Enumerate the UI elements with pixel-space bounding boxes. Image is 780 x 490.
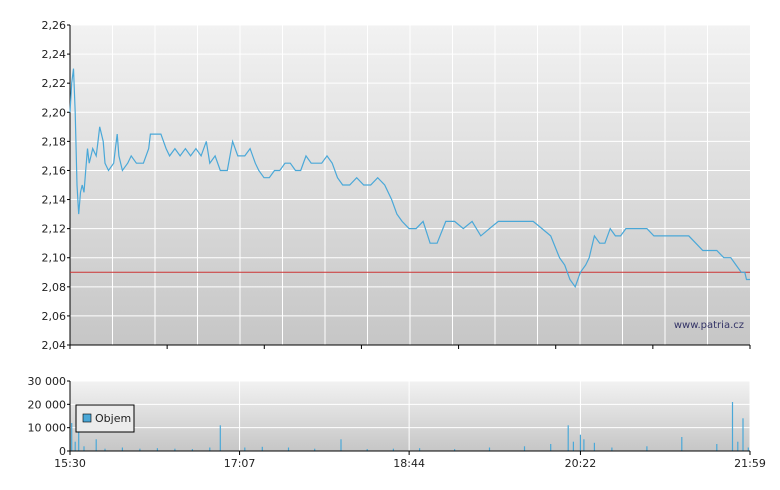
volume-bar: [593, 442, 595, 451]
volume-bar: [567, 425, 569, 451]
price-y-tick-label: 2,08: [42, 281, 67, 294]
volume-bar: [646, 446, 648, 451]
volume-bar: [104, 448, 106, 451]
volume-bar: [572, 441, 574, 451]
legend-swatch: [82, 413, 92, 423]
price-y-tick-label: 2,22: [42, 77, 67, 90]
volume-bar: [121, 447, 123, 451]
volume-bar: [579, 434, 581, 451]
price-y-tick-label: 2,04: [42, 339, 67, 352]
volume-bar: [366, 449, 368, 451]
volume-bar: [287, 447, 290, 451]
price-y-tick-label: 2,14: [42, 194, 67, 207]
volume-bar: [747, 447, 749, 451]
x-tick-label: 21:59: [734, 457, 766, 470]
volume-bar: [550, 444, 552, 451]
volume-bar: [419, 448, 421, 451]
price-y-tick-label: 2,20: [42, 106, 67, 119]
volume-bar: [392, 448, 394, 451]
volume-bar: [244, 447, 246, 451]
volume-plot-background: [70, 381, 750, 451]
x-tick-label: 17:07: [224, 457, 256, 470]
watermark: www.patria.cz: [674, 320, 744, 331]
volume-bar: [583, 439, 585, 451]
price-y-tick-label: 2,26: [42, 19, 67, 32]
volume-bar: [74, 441, 76, 451]
volume-bar: [731, 402, 734, 451]
volume-bar: [742, 418, 744, 451]
volume-bar: [737, 441, 739, 451]
volume-bar: [261, 446, 263, 451]
legend-label: Objem: [95, 412, 131, 425]
volume-bar: [716, 444, 718, 451]
volume-bar: [95, 439, 97, 451]
price-x-axis-ticks: [69, 345, 751, 349]
price-y-tick-label: 2,18: [42, 135, 67, 148]
price-y-tick-label: 2,10: [42, 252, 67, 265]
volume-bar: [488, 447, 491, 451]
volume-bar: [611, 447, 613, 451]
price-y-axis-ticks: 2,04 2,06 2,08 2,10 2,12 2,14 2,16 2,18 2,20 2,22…: [42, 19, 71, 352]
x-tick-label: 20:22: [565, 457, 597, 470]
volume-bar: [83, 446, 85, 451]
volume-bar: [191, 449, 193, 451]
volume-bar: [156, 448, 158, 451]
price-series-line: [69, 68, 750, 289]
volume-y-tick-label: 30 000: [28, 375, 67, 388]
price-y-tick-label: 2,16: [42, 164, 67, 177]
volume-bar: [139, 448, 141, 451]
volume-panel: 0 10 000 20 000 30 000 15:30 17:07 18:44 20:22…: [28, 375, 766, 470]
volume-x-axis-ticks: 15:30 17:07 18:44 20:22 21:59: [54, 451, 766, 470]
price-y-tick-label: 2,24: [42, 48, 67, 61]
volume-bar: [209, 447, 211, 451]
price-y-tick-label: 2,06: [42, 310, 67, 323]
volume-bar: [681, 437, 683, 451]
volume-bar: [523, 446, 526, 451]
volume-y-tick-label: 10 000: [28, 422, 67, 435]
price-y-tick-label: 2,12: [42, 223, 67, 236]
volume-bar: [174, 448, 176, 451]
volume-legend: Objem: [75, 404, 135, 433]
x-tick-label: 15:30: [54, 457, 86, 470]
volume-bar: [314, 448, 316, 451]
volume-y-tick-label: 20 000: [28, 398, 67, 411]
volume-y-axis-ticks: 0 10 000 20 000 30 000: [28, 375, 71, 458]
price-panel: 2,04 2,06 2,08 2,10 2,12 2,14 2,16 2,18 2,20 2,22…: [42, 19, 751, 352]
volume-bar: [340, 439, 342, 451]
volume-bar: [219, 425, 221, 451]
volume-bar: [454, 449, 456, 451]
volume-y-tick-label: 0: [59, 445, 66, 458]
volume-bar: [71, 423, 73, 451]
x-tick-label: 18:44: [393, 457, 425, 470]
price-gridlines: [70, 24, 750, 345]
